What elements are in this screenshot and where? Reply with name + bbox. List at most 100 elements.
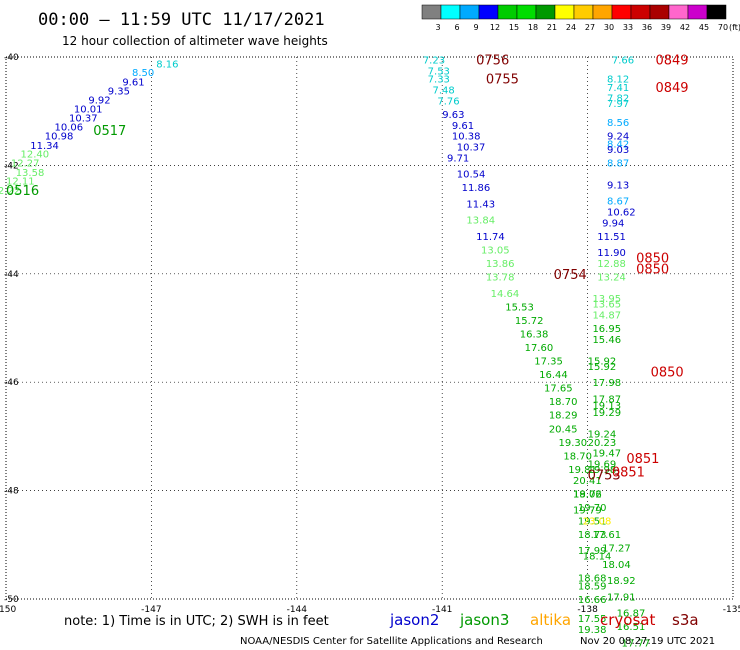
swh-value: 9.94	[602, 218, 624, 229]
swh-value: 17.99	[578, 546, 607, 557]
swh-value: 11.43	[466, 199, 495, 210]
pass-time-label: 0850	[636, 262, 669, 277]
pass-time-label: 0851	[626, 452, 659, 467]
swh-value: 18.14	[583, 552, 612, 563]
legend-label: 18	[528, 23, 538, 32]
swh-value: 8.67	[607, 197, 629, 208]
swh-value: 20.41	[573, 476, 602, 487]
legend-swatch	[611, 4, 632, 20]
legend-label: 45	[699, 23, 709, 32]
swh-value: 9.13	[607, 180, 629, 191]
legend-swatch	[478, 4, 499, 20]
credit-text: NOAA/NESDIS Center for Satellite Applica…	[240, 636, 543, 647]
page-title: 00:00 – 11:59 UTC 11/17/2021	[38, 10, 325, 30]
swh-value: 16.66	[578, 595, 607, 606]
swh-value: 7.76	[437, 96, 459, 107]
legend-label: 33	[623, 23, 633, 32]
pass-time-label: 0851	[612, 466, 645, 481]
satellite-label-jason3: jason3	[459, 611, 509, 629]
swh-value: 23.08	[583, 516, 612, 527]
pass-time-label: 0517	[93, 124, 126, 139]
legend-label: 12	[490, 23, 500, 32]
swh-value: 18.70	[549, 397, 578, 408]
note-text: note: 1) Time is in UTC; 2) SWH is in fe…	[64, 614, 329, 629]
swh-value: 19.51	[578, 516, 607, 527]
swh-value: 12.88	[597, 259, 626, 270]
swh-value: 12.27	[11, 159, 40, 170]
y-tick-label: -50	[4, 595, 19, 605]
legend-label: 9	[473, 23, 478, 32]
swh-value: 9.24	[607, 132, 629, 143]
swh-value: 9.92	[88, 95, 110, 106]
plot-area: -150 -147 -144 -141 -138 -135 -40 -42 -44 -46 -48 -…	[0, 53, 740, 649]
legend-swatch	[440, 4, 461, 20]
swh-value: 19.24	[588, 430, 617, 441]
legend-unit: (ft)	[729, 23, 740, 32]
swh-value: 17.61	[592, 530, 621, 541]
swh-value: 13.24	[597, 273, 626, 284]
pass-time-label: 0849	[655, 54, 688, 69]
swh-value: 19.79	[573, 506, 602, 517]
swh-value: 19.69	[588, 460, 617, 471]
swh-value: 15.53	[505, 302, 534, 313]
swh-value: 18.72	[573, 489, 602, 500]
swh-value: 16.87	[617, 609, 646, 620]
swh-value: 17.27	[602, 544, 631, 555]
swh-value: 7.82	[607, 94, 629, 105]
legend-swatch	[687, 4, 708, 20]
swh-value: 13.84	[466, 216, 495, 227]
y-tick-label: -48	[4, 487, 19, 497]
swh-value: 15.92	[588, 357, 617, 368]
swh-value: 18.29	[549, 411, 578, 422]
swh-value: 20.45	[549, 424, 578, 435]
swh-value: 12.22	[0, 186, 20, 197]
y-tick-label: -42	[4, 161, 19, 171]
swh-value: 10.37	[457, 142, 486, 153]
satellite-label-cryosat: cryosat	[600, 611, 655, 629]
swh-value: 11.86	[462, 183, 491, 194]
legend-swatch	[535, 4, 556, 20]
pass-time-label: 0850	[651, 365, 684, 380]
x-tick-label: -135	[723, 605, 740, 615]
legend-label: 27	[585, 23, 595, 32]
swh-value: 17.87	[592, 394, 621, 405]
legend-swatch	[459, 4, 480, 20]
swh-value: 9.35	[108, 87, 130, 98]
swh-value: 11.74	[476, 232, 505, 243]
swh-value: 18.59	[578, 581, 607, 592]
swh-value: 7.53	[428, 67, 450, 78]
swh-value: 18.73	[578, 530, 607, 541]
swh-value: 15.72	[515, 316, 544, 327]
swh-value: 7.66	[612, 56, 634, 67]
swh-value: 19.70	[578, 503, 607, 514]
legend-label: 24	[566, 23, 576, 32]
swh-value: 10.01	[74, 104, 103, 115]
swh-value: 19.98	[588, 465, 617, 476]
satellite-legend: jason2 jason3 altika cryosat s3a	[389, 611, 699, 629]
swh-value: 14.64	[491, 289, 520, 300]
swh-value: 9.63	[442, 110, 464, 121]
satellite-label-altika: altika	[530, 611, 571, 629]
swh-value: 16.38	[520, 329, 549, 340]
swh-value: 18.70	[563, 451, 592, 462]
swh-value: 10.62	[607, 207, 636, 218]
swh-value: 19.47	[592, 449, 621, 460]
swh-value: 14.87	[592, 310, 621, 321]
pass-time-label: 0756	[476, 54, 509, 69]
swh-value: 7.33	[428, 75, 450, 86]
swh-value: 9.71	[447, 153, 469, 164]
swh-value: 10.37	[69, 114, 98, 125]
axis-ticks: -150 -147 -144 -141 -138 -135 -40 -42 -44 -46 -48 -…	[0, 53, 740, 615]
legend-label: 6	[454, 23, 459, 32]
swh-value: 15.92	[588, 362, 617, 373]
pass-time-label: 0755	[486, 73, 519, 88]
legend-label: 39	[661, 23, 671, 32]
observations: 8.168.509.619.359.9210.0110.3710.0610.98…	[0, 56, 650, 650]
swh-value: 11.51	[597, 232, 626, 243]
legend-swatch	[516, 4, 537, 20]
x-tick-label: -147	[141, 605, 161, 615]
x-tick-label: -138	[577, 605, 598, 615]
legend-swatch	[668, 4, 689, 20]
swh-value: 9.61	[452, 121, 474, 132]
